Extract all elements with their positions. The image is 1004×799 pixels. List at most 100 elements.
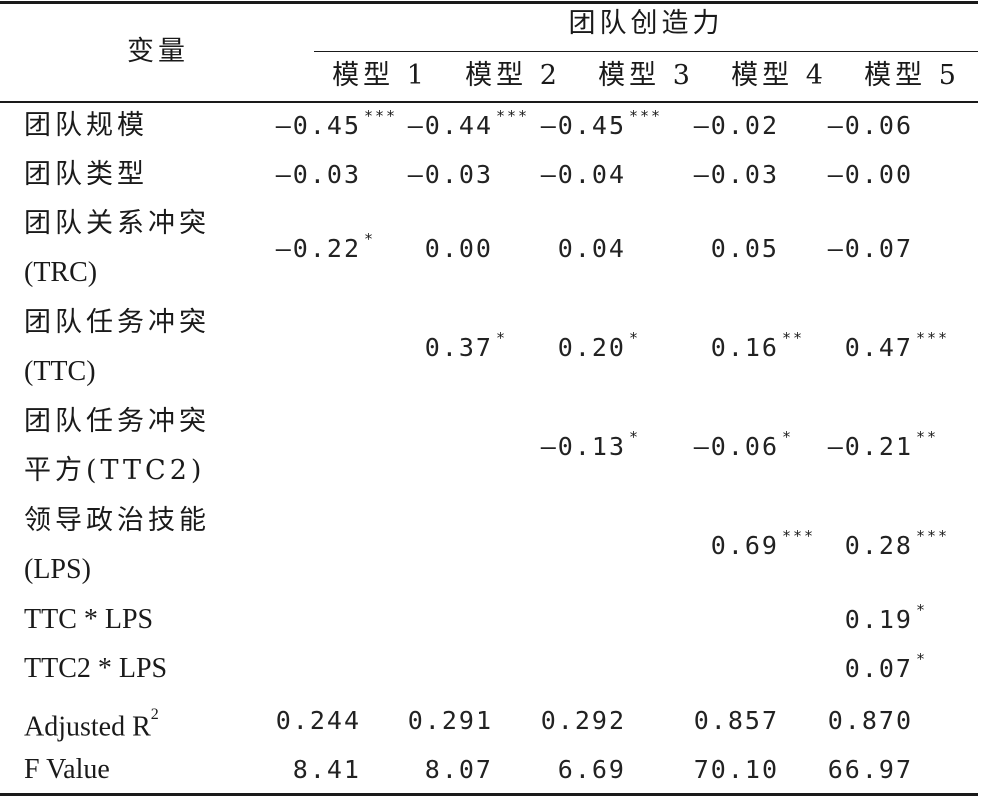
model-header-2: 模型 2 bbox=[465, 60, 561, 91]
coefficient-value: 0.870 bbox=[827, 706, 913, 735]
row-label: 团队类型 bbox=[24, 159, 148, 190]
significance-stars: * bbox=[916, 601, 928, 619]
table-cell: —0.03 bbox=[694, 159, 828, 191]
significance-stars: ** bbox=[916, 427, 939, 446]
table-cell: —0.00 bbox=[828, 159, 962, 191]
significance-stars: * bbox=[916, 650, 928, 668]
table-top-rule bbox=[0, 1, 978, 4]
coefficient-value: —0.03 bbox=[407, 160, 493, 189]
table-cell: 0.47 *** bbox=[845, 329, 962, 367]
header-bottom-rule bbox=[0, 101, 978, 103]
table-cell: —0.03 bbox=[408, 159, 542, 191]
coefficient-value: 0.16 bbox=[710, 332, 779, 362]
table-cell: 0.292 bbox=[541, 705, 675, 737]
coefficient-value: 8.41 bbox=[292, 755, 361, 784]
significance-stars: * bbox=[782, 427, 794, 446]
coefficient-value: 0.07 bbox=[844, 654, 913, 683]
table-cell: 70.10 bbox=[694, 754, 828, 786]
model-header-3: 模型 3 bbox=[598, 60, 694, 91]
coefficient-value: 0.69 bbox=[710, 530, 779, 560]
table-cell: 0.28 *** bbox=[844, 527, 962, 565]
table-cell: —0.06 * bbox=[693, 428, 828, 466]
coefficient-value: —0.45 bbox=[275, 111, 361, 140]
coefficient-value: 66.97 bbox=[827, 755, 913, 784]
row-label: 团队关系冲突 bbox=[24, 208, 210, 239]
coefficient-value: —0.04 bbox=[540, 160, 626, 189]
significance-stars: *** bbox=[629, 107, 663, 125]
significance-stars: * bbox=[629, 427, 641, 446]
coefficient-value: 0.19 bbox=[844, 605, 913, 634]
coefficient-value: —0.02 bbox=[693, 111, 779, 140]
coefficient-value: —0.06 bbox=[827, 111, 913, 140]
coefficient-value: 0.857 bbox=[693, 706, 779, 735]
coefficient-value: —0.22 bbox=[275, 233, 361, 263]
coefficient-value: —0.03 bbox=[275, 160, 361, 189]
table-cell: —0.45 *** bbox=[541, 107, 675, 145]
table-cell: 0.37 * bbox=[425, 329, 542, 367]
table-cell: —0.44 *** bbox=[408, 107, 542, 145]
row-label: 团队规模 bbox=[24, 110, 148, 141]
significance-stars: *** bbox=[782, 526, 816, 545]
coefficient-value: 0.292 bbox=[540, 706, 626, 735]
coefficient-value: —0.06 bbox=[693, 431, 779, 461]
row-label: TTC * LPS bbox=[24, 604, 154, 635]
table-cell: —0.06 bbox=[828, 110, 962, 142]
significance-stars: *** bbox=[496, 107, 530, 125]
table-cell: 0.00 bbox=[425, 233, 542, 265]
coefficient-value: —0.03 bbox=[693, 160, 779, 189]
variable-header: 变量 bbox=[127, 36, 189, 67]
coefficient-value: 70.10 bbox=[693, 755, 779, 784]
coefficient-value: 0.05 bbox=[710, 233, 779, 263]
coefficient-value: —0.13 bbox=[540, 431, 626, 461]
table-cell: 0.05 bbox=[711, 233, 828, 265]
row-label: (LPS) bbox=[24, 554, 91, 585]
model-header-4: 模型 4 bbox=[731, 60, 827, 91]
table-cell: 0.870 bbox=[828, 705, 962, 737]
significance-stars: * bbox=[496, 328, 508, 347]
significance-stars: * bbox=[629, 328, 641, 347]
significance-stars: *** bbox=[364, 107, 398, 125]
table-cell: 0.857 bbox=[694, 705, 828, 737]
table-cell: 66.97 bbox=[828, 754, 962, 786]
coefficient-value: —0.07 bbox=[827, 233, 913, 263]
superscript: 2 bbox=[150, 706, 159, 723]
row-label: (TTC) bbox=[24, 356, 96, 387]
table-cell: 8.41 bbox=[293, 754, 410, 786]
coefficient-value: 0.291 bbox=[407, 706, 493, 735]
row-label: 领导政治技能 bbox=[24, 505, 210, 536]
coefficient-value: 0.244 bbox=[275, 706, 361, 735]
significance-stars: ** bbox=[782, 328, 805, 347]
coefficient-value: 8.07 bbox=[424, 755, 493, 784]
coefficient-value: 0.04 bbox=[557, 233, 626, 263]
table-cell: —0.13 * bbox=[540, 428, 675, 466]
table-cell: 0.16 ** bbox=[710, 329, 828, 367]
table-cell: —0.21 ** bbox=[827, 428, 962, 466]
coefficient-value: —0.21 bbox=[827, 431, 913, 461]
table-cell: 0.291 bbox=[408, 705, 542, 737]
coefficient-value: —0.00 bbox=[827, 160, 913, 189]
table-cell: 0.20 * bbox=[557, 329, 675, 367]
coefficient-value: 6.69 bbox=[557, 755, 626, 784]
table-cell: —0.22 * bbox=[275, 230, 410, 268]
table-cell: —0.02 bbox=[694, 110, 828, 142]
table-cell: —0.07 bbox=[828, 233, 962, 265]
significance-stars: *** bbox=[916, 526, 950, 545]
table-cell: 0.07 * bbox=[844, 650, 962, 688]
row-label: TTC2 * LPS bbox=[24, 653, 168, 684]
table-cell: 0.69 *** bbox=[710, 527, 828, 565]
row-label: 团队任务冲突 bbox=[24, 406, 210, 437]
table-cell: —0.04 bbox=[541, 159, 675, 191]
coefficient-value: 0.20 bbox=[557, 332, 626, 362]
table-cell: 0.04 bbox=[558, 233, 675, 265]
row-label: 平方(TTC2) bbox=[24, 455, 206, 486]
table-cell: —0.45 *** bbox=[275, 107, 410, 145]
significance-stars: * bbox=[364, 229, 376, 248]
row-label: (TRC) bbox=[24, 257, 98, 288]
table-cell: 8.07 bbox=[425, 754, 542, 786]
table-cell: —0.03 bbox=[276, 159, 410, 191]
table-cell: 0.19 * bbox=[844, 601, 962, 639]
table-cell: 0.244 bbox=[276, 705, 410, 737]
coefficient-value: 0.28 bbox=[844, 530, 913, 560]
header-sub-rule bbox=[314, 51, 978, 52]
